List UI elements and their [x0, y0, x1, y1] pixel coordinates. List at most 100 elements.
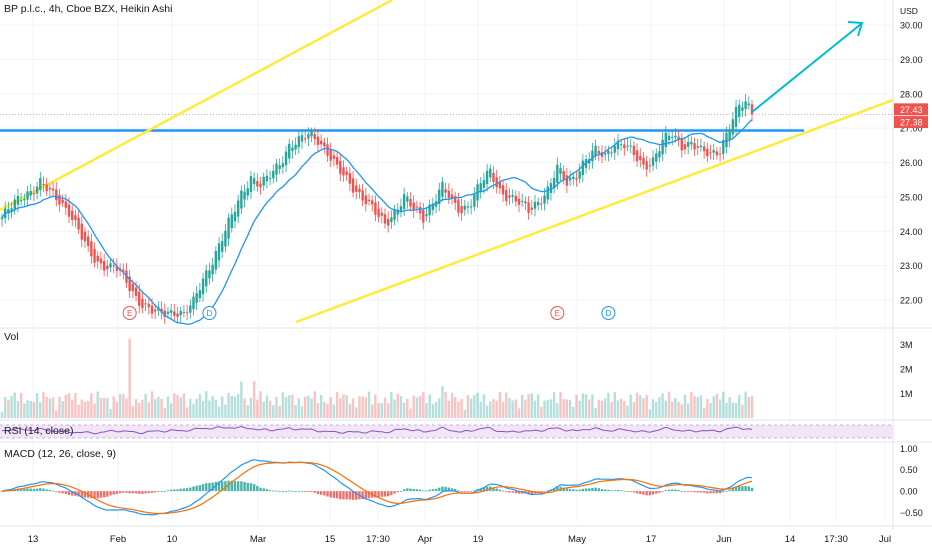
volume-bar — [262, 401, 265, 418]
macd-histogram-bar — [307, 491, 310, 492]
candle — [329, 150, 332, 161]
volume-bar — [386, 403, 390, 418]
macd-histogram-bar — [565, 488, 569, 492]
macd-histogram-bar — [702, 491, 706, 493]
macd-histogram-bar — [501, 490, 505, 492]
volume-bar — [722, 391, 725, 418]
candle — [741, 107, 744, 111]
volume-bar — [619, 398, 623, 418]
macd-histogram-bar — [240, 481, 243, 492]
volume-bar — [578, 400, 581, 418]
volume-bar — [434, 402, 438, 418]
macd-histogram-bar — [453, 489, 457, 492]
macd-histogram-bar — [329, 491, 332, 498]
time-tick-label: 13 — [28, 534, 39, 545]
price-tick-label: 30.00 — [900, 21, 923, 31]
candle — [51, 188, 55, 191]
candle — [715, 151, 719, 156]
volume-bar — [179, 397, 182, 418]
earnings-marker[interactable] — [122, 306, 137, 320]
volume-bar — [265, 395, 269, 418]
macd-histogram-bar — [616, 489, 620, 492]
macd-histogram-bar — [546, 490, 549, 492]
candle — [326, 144, 329, 156]
macd-histogram-bar — [233, 481, 237, 492]
target-arrow-line[interactable] — [751, 23, 862, 113]
volume-bar — [61, 400, 64, 418]
earnings-marker[interactable] — [550, 306, 565, 320]
candle — [543, 195, 546, 204]
candle — [447, 190, 451, 199]
macd-histogram-bar — [715, 491, 719, 494]
candle — [696, 146, 699, 148]
candle — [192, 296, 195, 310]
macd-histogram-bar — [259, 487, 262, 492]
volume-bar — [728, 397, 731, 418]
volume-bar — [597, 399, 601, 418]
candle — [7, 209, 10, 214]
volume-bar — [415, 397, 419, 418]
macd-histogram-bar — [722, 491, 725, 493]
macd-histogram-bar — [310, 491, 313, 492]
volume-bar — [715, 393, 719, 418]
volume-bar — [326, 404, 329, 418]
candle — [236, 200, 240, 217]
volume-bar — [533, 400, 537, 418]
macd-tick-label: 0.00 — [900, 487, 918, 497]
volume-bar — [192, 403, 195, 418]
macd-histogram-bar — [734, 486, 738, 492]
candle — [441, 181, 444, 197]
macd-histogram-bar — [479, 488, 482, 492]
candle — [530, 207, 533, 210]
macd-histogram-bar — [594, 487, 597, 492]
volume-bar — [664, 400, 668, 418]
symbol-title: BP p.l.c., 4h, Cboe BZX, Heikin Ashi — [4, 3, 173, 15]
volume-bar — [613, 391, 616, 418]
volume-bar — [345, 395, 348, 418]
candle — [626, 145, 629, 147]
volume-bar — [243, 398, 246, 418]
volume-bar — [153, 399, 157, 418]
macd-histogram-bar — [613, 490, 616, 492]
volume-bar — [438, 398, 441, 418]
event-marker-label: E — [555, 309, 560, 318]
volume-bar — [712, 396, 715, 418]
candle — [342, 167, 345, 176]
upper-trend-line[interactable] — [0, 0, 393, 212]
dividend-marker[interactable] — [601, 306, 616, 320]
candle — [195, 293, 198, 303]
candle — [565, 175, 569, 186]
macd-histogram-bar — [201, 484, 205, 492]
lower-trend-line[interactable] — [295, 98, 894, 324]
volume-bar — [131, 406, 135, 418]
volume-bar — [505, 392, 508, 418]
volume-bar — [552, 392, 556, 418]
macd-histogram-bar — [55, 491, 58, 492]
macd-histogram-bar — [80, 491, 83, 498]
macd-histogram-bar — [428, 489, 431, 492]
macd-histogram-bar — [584, 488, 588, 492]
volume-bar — [603, 398, 607, 418]
volume-bar — [658, 397, 661, 418]
macd-histogram-bar — [147, 491, 151, 494]
candle — [623, 144, 626, 149]
macd-histogram-bar — [399, 491, 403, 492]
macd-histogram-bar — [540, 491, 543, 493]
macd-histogram-bar — [163, 490, 166, 492]
volume-bar — [329, 397, 332, 418]
dividend-marker[interactable] — [202, 306, 217, 320]
volume-bar — [696, 397, 699, 418]
volume-bar — [303, 396, 307, 418]
volume-bar — [422, 392, 425, 418]
candle — [648, 165, 652, 167]
macd-histogram-bar — [345, 491, 348, 500]
candle — [750, 104, 754, 115]
candle — [332, 155, 336, 159]
volume-bar — [453, 396, 457, 418]
macd-histogram-bar — [246, 482, 249, 492]
macd-histogram-bar — [265, 489, 269, 492]
macd-histogram-bar — [517, 491, 521, 494]
candle — [521, 200, 524, 202]
